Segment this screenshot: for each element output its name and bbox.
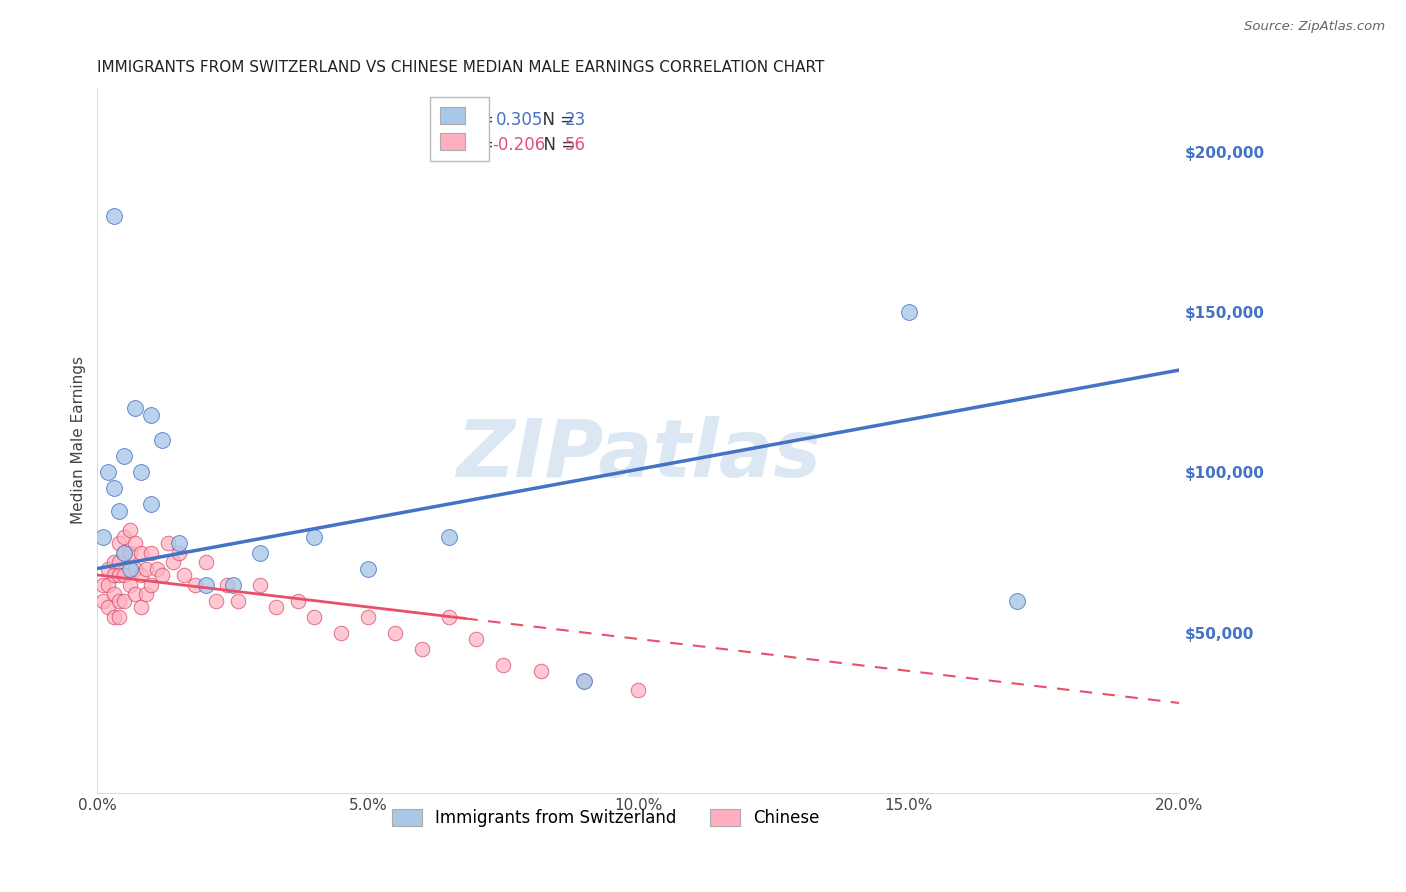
Point [118,561,141,575]
Text: IMMIGRANTS FROM SWITZERLAND VS CHINESE MEDIAN MALE EARNINGS CORRELATION CHART: IMMIGRANTS FROM SWITZERLAND VS CHINESE M… [97,60,825,75]
Point [287,593,309,607]
Point [108,555,131,569]
Point [129,568,152,582]
Point [437,609,460,624]
Point [103,555,125,569]
Y-axis label: Median Male Earnings: Median Male Earnings [72,357,86,524]
Text: N =: N = [533,111,579,129]
Point [108,536,131,550]
Point [91,529,114,543]
Point [141,545,163,559]
Point [112,593,135,607]
Text: 0.305: 0.305 [495,111,543,129]
Point [97,599,120,614]
Point [329,625,352,640]
Text: N =: N = [533,136,581,153]
Point [124,561,146,575]
Point [91,577,114,591]
Point [167,536,190,550]
Point [411,641,433,656]
Point [108,504,131,518]
Point [194,577,217,591]
Text: 56: 56 [565,136,586,153]
Point [141,408,163,422]
Point [135,561,157,575]
Text: -0.206: -0.206 [492,136,546,153]
Text: R =: R = [463,136,499,153]
Point [112,568,135,582]
Point [205,593,228,607]
Point [124,587,146,601]
Point [249,577,271,591]
Point [167,545,190,559]
Point [118,545,141,559]
Point [302,529,325,543]
Point [249,545,271,559]
Point [129,599,152,614]
Text: R =: R = [463,111,499,129]
Point [357,609,380,624]
Point [221,577,243,591]
Point [91,593,114,607]
Point [1005,593,1028,607]
Point [194,555,217,569]
Point [103,210,125,224]
Point [129,466,152,480]
Point [384,625,406,640]
Point [141,498,163,512]
Point [302,609,325,624]
Point [97,577,120,591]
Point [112,545,135,559]
Point [97,466,120,480]
Point [108,568,131,582]
Point [574,673,596,688]
Point [574,673,596,688]
Point [530,664,553,678]
Point [156,536,179,550]
Point [437,529,460,543]
Point [129,545,152,559]
Point [135,587,157,601]
Text: Source: ZipAtlas.com: Source: ZipAtlas.com [1244,20,1385,33]
Point [112,529,135,543]
Text: ZIPatlas: ZIPatlas [456,416,821,493]
Point [146,561,169,575]
Point [465,632,488,646]
Point [103,609,125,624]
Point [108,609,131,624]
Point [173,568,195,582]
Point [162,555,184,569]
Point [103,587,125,601]
Point [897,305,920,319]
Point [118,577,141,591]
Point [150,434,173,448]
Point [150,568,173,582]
Point [112,545,135,559]
Point [118,523,141,537]
Point [226,593,249,607]
Point [103,568,125,582]
Point [97,561,120,575]
Point [112,450,135,464]
Legend: Immigrants from Switzerland, Chinese: Immigrants from Switzerland, Chinese [385,802,827,834]
Point [492,657,515,672]
Point [103,482,125,496]
Point [217,577,239,591]
Point [108,593,131,607]
Point [141,577,163,591]
Point [264,599,287,614]
Point [357,561,380,575]
Point [124,401,146,416]
Point [124,536,146,550]
Point [627,683,650,698]
Point [184,577,207,591]
Text: 23: 23 [565,111,586,129]
